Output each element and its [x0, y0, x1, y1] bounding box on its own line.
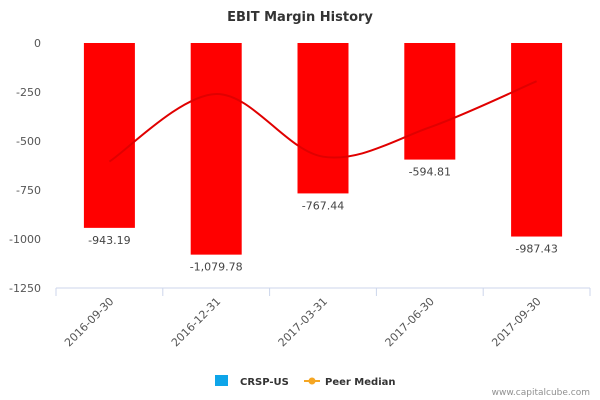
y-tick-label: -1250 [9, 282, 41, 295]
y-tick-label: 0 [34, 37, 41, 50]
bar-series [83, 43, 563, 255]
data-label: -943.19 [88, 234, 130, 247]
bar [190, 43, 242, 255]
x-tick-label: 2016-09-30 [62, 295, 116, 349]
x-tick-label: 2017-03-31 [276, 295, 330, 349]
y-tick-label: -1000 [9, 233, 41, 246]
y-axis: 0 -250 -500 -750 -1000 -1250 [9, 37, 41, 295]
y-tick-label: -250 [16, 86, 41, 99]
data-label: -1,079.78 [190, 261, 243, 274]
x-axis: 2016-09-30 2016-12-31 2017-03-31 2017-06-30… [55, 287, 591, 349]
legend-swatch-crsp-us [215, 375, 228, 386]
x-tick-label: 2017-06-30 [383, 295, 437, 349]
credit-text: www.capitalcube.com [492, 388, 590, 398]
chart-title: EBIT Margin History [227, 10, 373, 25]
line-series [108, 80, 537, 163]
data-label: -767.44 [302, 199, 344, 212]
bar [83, 43, 135, 228]
data-label: -987.43 [515, 243, 557, 256]
data-labels: -943.19 -1,079.78 -767.44 -594.81 -987.43 [88, 166, 558, 274]
legend-marker-peer-median [308, 377, 316, 385]
legend: CRSP-US Peer Median [215, 375, 396, 388]
y-tick-label: -750 [16, 184, 41, 197]
bar [404, 43, 456, 160]
bar [511, 43, 563, 237]
y-tick-label: -500 [16, 135, 41, 148]
data-label: -594.81 [409, 166, 451, 179]
legend-label-crsp-us: CRSP-US [240, 377, 289, 388]
x-tick-label: 2016-12-31 [169, 295, 223, 349]
legend-label-peer-median: Peer Median [325, 377, 396, 388]
peer-median-line [108, 80, 537, 163]
bar [297, 43, 349, 194]
x-tick-label: 2017-09-30 [489, 295, 543, 349]
